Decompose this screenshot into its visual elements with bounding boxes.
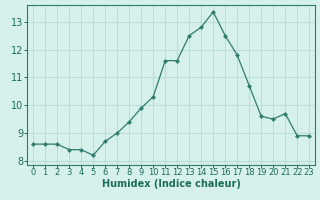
X-axis label: Humidex (Indice chaleur): Humidex (Indice chaleur) (102, 179, 241, 189)
